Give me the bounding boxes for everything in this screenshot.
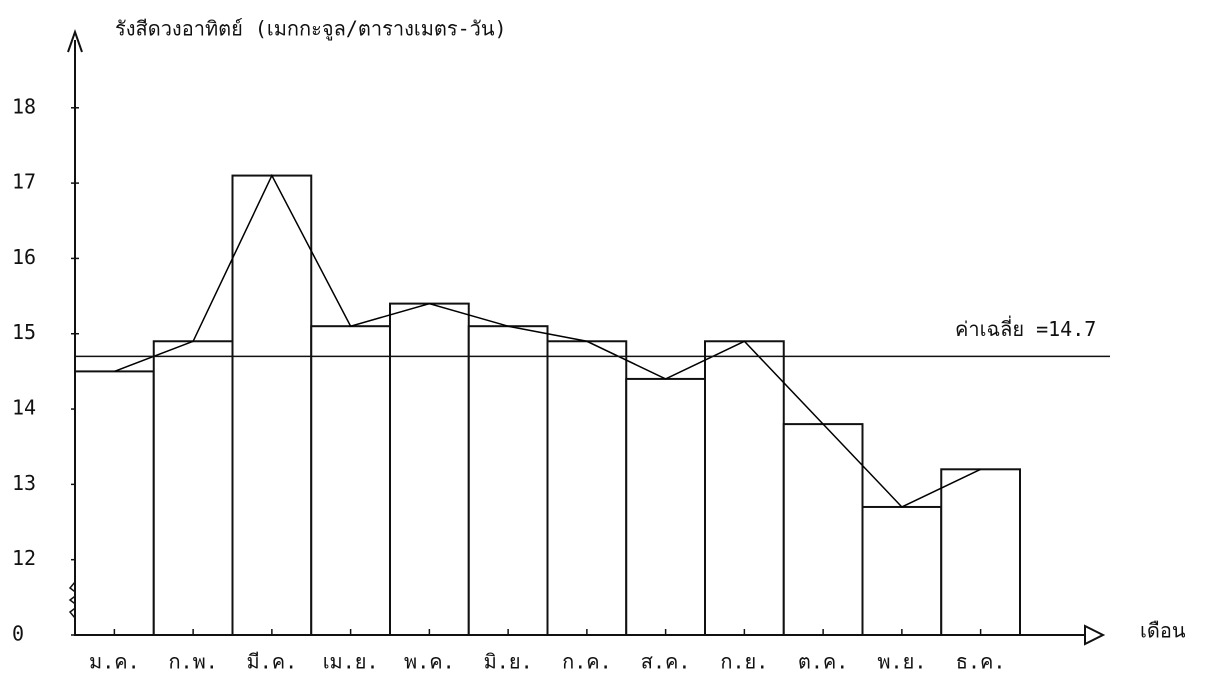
bar (546, 340, 628, 636)
bar (782, 423, 864, 636)
frequency-polygon (114, 173, 981, 508)
y-tick-label: 18 (12, 94, 36, 118)
bar (940, 468, 1021, 636)
x-tick-label: ม.ค. (89, 650, 140, 674)
bar (74, 370, 155, 636)
x-tick-label: ก.พ. (168, 650, 217, 674)
axis-break (68, 581, 80, 619)
x-tick-label: มิ.ย. (484, 650, 533, 674)
y-tick-label: 12 (12, 546, 36, 570)
bar (310, 325, 391, 636)
bar (704, 340, 785, 636)
x-tick-label: ต.ค. (798, 650, 848, 674)
y-axis-title: รังสีดวงอาทิตย์ (เมกกะจูล/ตารางเมตร-วัน) (115, 17, 507, 42)
x-tick-label: ธ.ค. (956, 650, 1006, 674)
bar (625, 377, 706, 636)
x-tick-label: เม.ย. (323, 650, 379, 674)
bar (152, 340, 234, 636)
bar (389, 302, 470, 636)
average-label: ค่าเฉลี่ย =14.7 (955, 315, 1096, 341)
y-tick-label: 17 (12, 170, 36, 194)
x-tick-label: ส.ค. (641, 650, 691, 674)
bar (467, 325, 549, 636)
x-tick-label: พ.ค. (404, 650, 455, 674)
y-tick-label: 16 (12, 245, 36, 269)
bar (861, 505, 943, 637)
bar (231, 174, 313, 637)
y-axis-arrow (67, 28, 83, 53)
x-axis-arrow (1084, 624, 1106, 646)
y-tick-label: 0 (12, 622, 24, 646)
x-axis-title: เดือน (1140, 619, 1186, 643)
y-tick-label: 14 (12, 396, 36, 420)
y-tick-label: 15 (12, 320, 36, 344)
y-tick-label: 13 (12, 471, 36, 495)
x-tick-label: ก.ค. (562, 650, 612, 674)
x-tick-label: มี.ค. (247, 650, 298, 674)
x-tick-label: ก.ย. (720, 650, 768, 674)
x-tick-label: พ.ย. (877, 650, 926, 674)
